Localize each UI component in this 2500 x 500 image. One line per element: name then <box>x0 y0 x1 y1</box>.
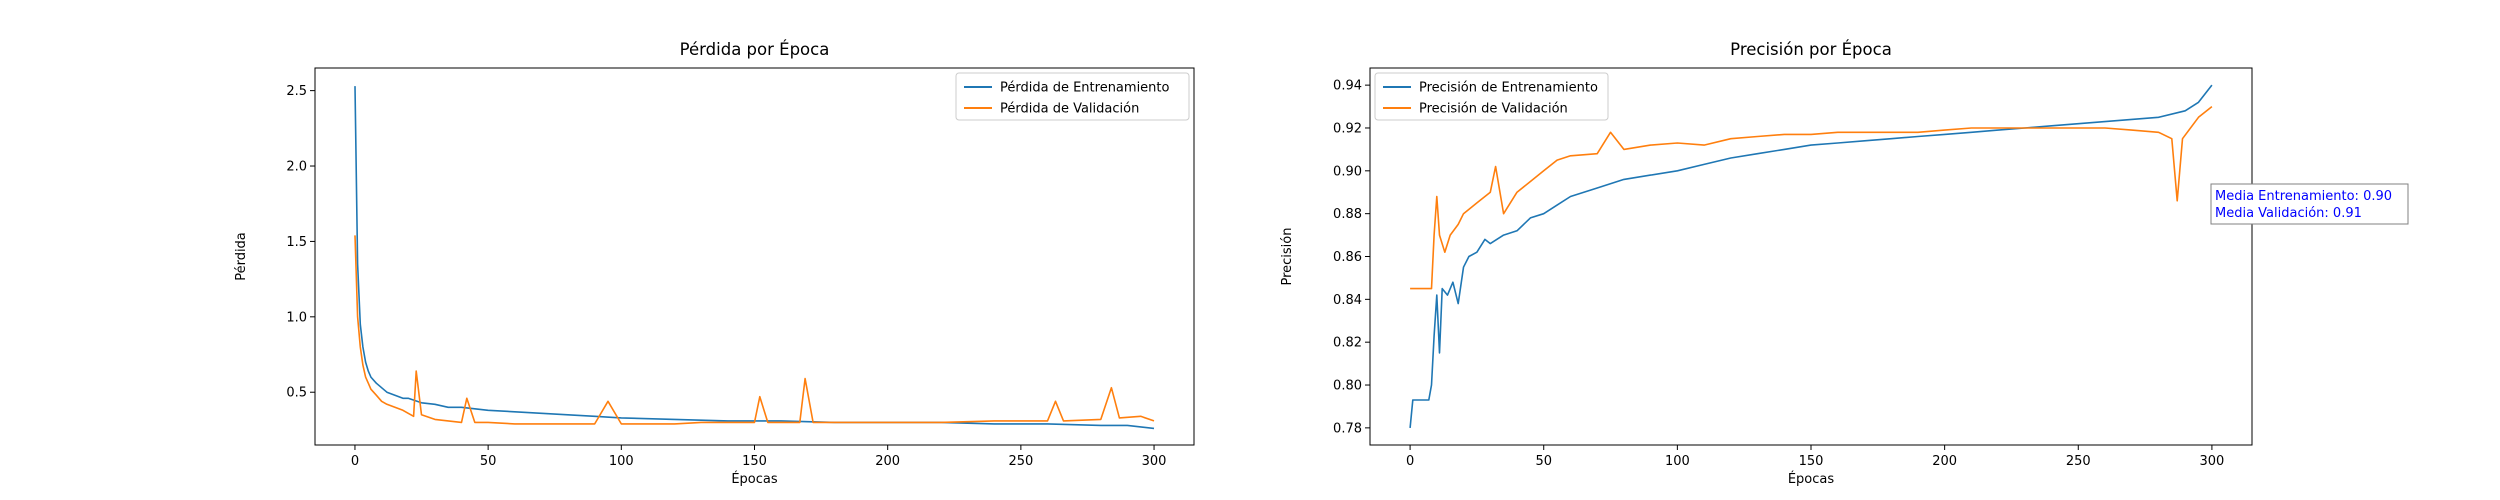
annotation-frame <box>2210 183 2409 225</box>
x-tick-label: 250 <box>2066 454 2091 469</box>
x-tick-label: 200 <box>1932 454 1957 469</box>
chart-title: Pérdida por Época <box>680 40 830 59</box>
y-tick-label: 0.94 <box>1333 79 1362 94</box>
x-tick-label: 200 <box>875 454 900 469</box>
legend-frame <box>955 72 1190 121</box>
loss-chart: 0 50 100 150 200 250 300 0.5 1.0 1.5 2.0 2.5 Pérdida… <box>234 40 1195 487</box>
y-tick-label: 0.84 <box>1333 293 1362 308</box>
y-tick-label: 0.5 <box>286 386 307 401</box>
stats-annotation: Media Entrenamiento: 0.90 Media Validació… <box>2210 183 2409 225</box>
x-tick-label: 250 <box>1008 454 1033 469</box>
y-tick-label: 2.5 <box>286 84 307 99</box>
y-tick-label: 0.90 <box>1333 164 1362 179</box>
y-tick-label: 2.0 <box>286 160 307 175</box>
legend-frame <box>1374 72 1609 121</box>
y-tick-label: 0.92 <box>1333 121 1362 136</box>
x-tick-label: 50 <box>480 454 497 469</box>
legend-label: Precisión de Validación <box>1419 102 1568 117</box>
x-tick-label: 100 <box>609 454 634 469</box>
x-tick-label: 0 <box>1406 454 1414 469</box>
y-tick-label: 0.86 <box>1333 250 1362 265</box>
x-tick-label: 300 <box>1142 454 1167 469</box>
y-tick-label: 1.5 <box>286 235 307 250</box>
y-tick-label: 0.82 <box>1333 336 1362 351</box>
x-tick-label: 100 <box>1665 454 1690 469</box>
legend-label: Precisión de Entrenamiento <box>1419 81 1598 96</box>
legend: Pérdida de Entrenamiento Pérdida de Valid… <box>955 72 1190 121</box>
series-line-val <box>354 235 1155 425</box>
accuracy-chart: 0 50 100 150 200 250 300 0.78 0.80 0.82 0.84 0.86 0.… <box>1280 40 2409 487</box>
y-tick-label: 0.80 <box>1333 379 1362 394</box>
y-axis-label: Precisión <box>1280 227 1295 285</box>
series-line-val <box>1410 105 2213 290</box>
x-tick-label: 150 <box>1799 454 1824 469</box>
legend-label: Pérdida de Entrenamiento <box>1000 81 1170 96</box>
x-tick-label: 300 <box>2199 454 2224 469</box>
chart-title: Precisión por Época <box>1730 40 1892 59</box>
annotation-line: Media Entrenamiento: 0.90 <box>2215 189 2392 204</box>
legend-label: Pérdida de Validación <box>1000 102 1139 117</box>
annotation-line: Media Validación: 0.91 <box>2215 206 2362 221</box>
legend: Precisión de Entrenamiento Precisión de V… <box>1374 72 1609 121</box>
x-tick-label: 0 <box>351 454 359 469</box>
x-tick-label: 50 <box>1535 454 1552 469</box>
y-tick-label: 1.0 <box>286 310 307 325</box>
x-axis-label: Épocas <box>1788 471 1835 487</box>
x-axis-label: Épocas <box>731 471 778 487</box>
y-tick-label: 0.88 <box>1333 207 1362 222</box>
y-axis-label: Pérdida <box>234 232 249 281</box>
y-tick-label: 0.78 <box>1333 421 1362 436</box>
x-tick-label: 150 <box>742 454 767 469</box>
